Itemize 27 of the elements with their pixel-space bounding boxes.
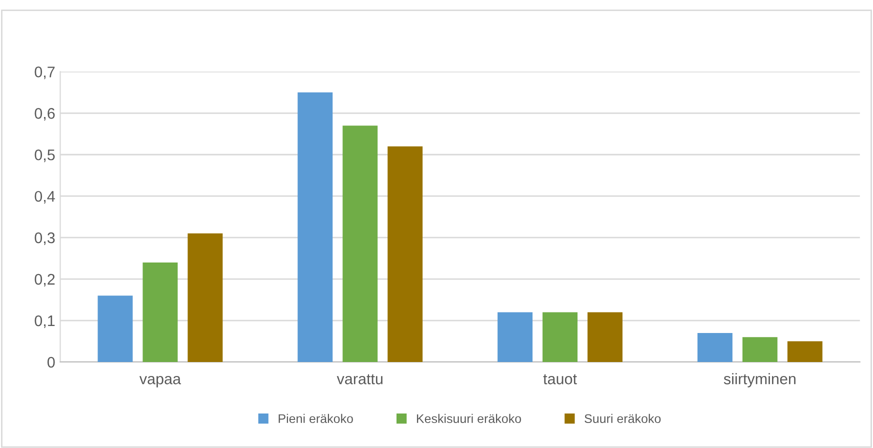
bar bbox=[298, 92, 333, 362]
bar bbox=[787, 341, 822, 362]
y-tick-label: 0,4 bbox=[34, 190, 55, 204]
y-tick-label: 0,6 bbox=[34, 108, 55, 121]
x-tick-label: vapaa bbox=[139, 376, 182, 388]
bar bbox=[188, 233, 223, 362]
y-tick-label: 0,2 bbox=[34, 274, 55, 287]
y-tick-label: 0 bbox=[47, 356, 55, 368]
bar bbox=[388, 146, 423, 362]
bar bbox=[697, 332, 732, 362]
bar bbox=[742, 337, 778, 362]
x-tick-label: siirtyminen bbox=[724, 373, 796, 388]
bar bbox=[588, 312, 623, 362]
bar bbox=[342, 126, 378, 362]
legend-label: Suuri eräkoko bbox=[584, 414, 661, 424]
legend-label: Pieni eräkoko bbox=[278, 414, 353, 424]
y-tick-label: 0,3 bbox=[34, 232, 55, 246]
bar bbox=[98, 296, 133, 362]
y-tick-label: 0,7 bbox=[34, 66, 55, 80]
y-tick-label: 0,1 bbox=[34, 315, 55, 328]
x-tick-label: varattu bbox=[336, 374, 382, 384]
bar bbox=[498, 312, 533, 362]
legend-label: Keskisuuri eräkoko bbox=[416, 414, 522, 424]
y-tick-label: 0,5 bbox=[34, 149, 55, 162]
x-tick-label: tauot bbox=[543, 374, 577, 384]
bar bbox=[142, 262, 178, 362]
bar bbox=[542, 312, 578, 362]
